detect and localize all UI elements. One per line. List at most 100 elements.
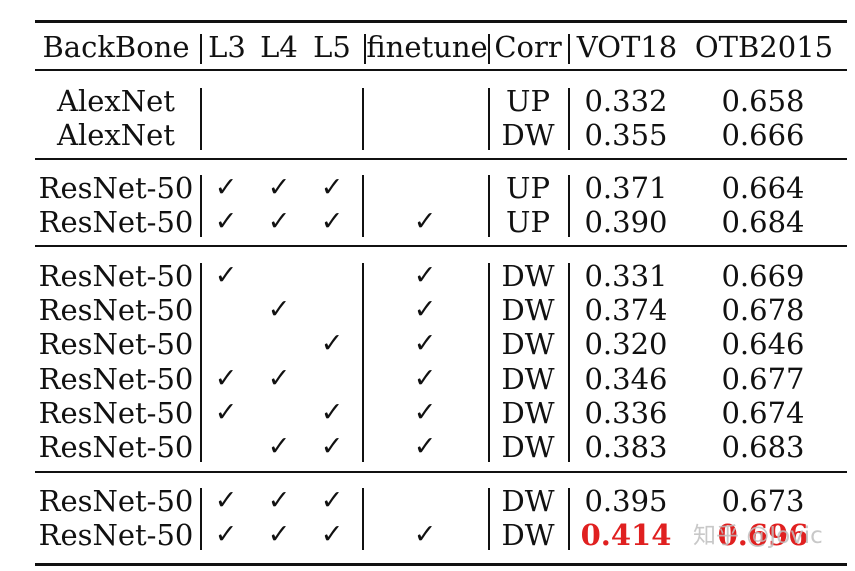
row-6-vot18: 0.320 [584,327,668,361]
row-2-vot18: 0.371 [584,171,668,205]
row-5-vot18: 0.374 [584,293,668,327]
row-4-backbone: ResNet-50 [38,259,194,293]
group-rule-2 [35,245,847,247]
header-l3: L3 [208,30,246,64]
watermark: 知乎 @Jovic [693,523,823,549]
header-separator-0 [200,34,202,64]
header-otb2015: OTB2015 [694,30,834,64]
row-11-l5-check: ✓ [320,519,344,550]
row-1-otb2015: 0.666 [721,118,805,152]
row-6-otb2015: 0.646 [721,327,805,361]
row-11-l3-check: ✓ [214,519,238,550]
row-9-finetune-check: ✓ [413,431,437,462]
header-l5: L5 [313,30,351,64]
row-2-corr: UP [506,171,550,205]
row-11-corr: DW [501,518,555,552]
separator-finetune-g3 [488,488,490,550]
row-3-corr: UP [506,205,550,239]
row-6-l5-check: ✓ [320,328,344,359]
row-3-finetune-check: ✓ [413,206,437,237]
row-5-l4-check: ✓ [267,294,291,325]
row-3-l4-check: ✓ [267,206,291,237]
row-2-l4-check: ✓ [267,172,291,203]
separator-layers-g0 [362,88,364,150]
row-3-backbone: ResNet-50 [38,205,194,239]
separator-backbone-g3 [200,488,202,550]
header-l4: L4 [260,30,298,64]
row-8-corr: DW [501,396,555,430]
row-11-l4-check: ✓ [267,519,291,550]
separator-finetune-g2 [488,263,490,462]
group-rule-1 [35,158,847,160]
row-4-corr: DW [501,259,555,293]
separator-layers-g1 [362,175,364,237]
row-9-corr: DW [501,430,555,464]
row-5-corr: DW [501,293,555,327]
header-backbone: BackBone [42,30,190,64]
row-2-l5-check: ✓ [320,172,344,203]
row-7-backbone: ResNet-50 [38,362,194,396]
row-5-backbone: ResNet-50 [38,293,194,327]
row-9-l4-check: ✓ [267,431,291,462]
row-0-otb2015: 0.658 [721,84,805,118]
row-1-backbone: AlexNet [57,118,175,152]
row-8-l5-check: ✓ [320,397,344,428]
row-0-vot18: 0.332 [584,84,668,118]
row-2-l3-check: ✓ [214,172,238,203]
row-1-vot18: 0.355 [584,118,668,152]
row-6-backbone: ResNet-50 [38,327,194,361]
row-7-otb2015: 0.677 [721,362,805,396]
row-6-finetune-check: ✓ [413,328,437,359]
row-10-backbone: ResNet-50 [38,484,194,518]
row-4-vot18: 0.331 [584,259,668,293]
row-3-vot18: 0.390 [584,205,668,239]
row-11-vot18: 0.414 [580,518,672,552]
header-separator-5 [568,34,570,64]
row-3-l5-check: ✓ [320,206,344,237]
row-9-otb2015: 0.683 [721,430,805,464]
row-3-l3-check: ✓ [214,206,238,237]
separator-corr-g1 [568,175,570,237]
row-8-finetune-check: ✓ [413,397,437,428]
row-10-otb2015: 0.673 [721,484,805,518]
row-7-l4-check: ✓ [267,363,291,394]
separator-corr-g3 [568,488,570,550]
row-9-l5-check: ✓ [320,431,344,462]
row-9-backbone: ResNet-50 [38,430,194,464]
bottom-rule [35,563,847,566]
row-7-corr: DW [501,362,555,396]
separator-finetune-g1 [488,175,490,237]
header-corr: Corr [494,30,562,64]
separator-backbone-g1 [200,175,202,237]
row-10-l3-check: ✓ [214,485,238,516]
row-11-backbone: ResNet-50 [38,518,194,552]
row-5-finetune-check: ✓ [413,294,437,325]
row-8-vot18: 0.336 [584,396,668,430]
row-10-l5-check: ✓ [320,485,344,516]
row-8-otb2015: 0.674 [721,396,805,430]
row-10-corr: DW [501,484,555,518]
row-11-otb2015: 0.696 [717,518,809,552]
separator-backbone-g0 [200,88,202,150]
row-4-otb2015: 0.669 [721,259,805,293]
separator-layers-g2 [362,263,364,462]
separator-backbone-g2 [200,263,202,462]
header-vot18: VOT18 [576,30,678,64]
row-11-finetune-check: ✓ [413,519,437,550]
row-10-vot18: 0.395 [584,484,668,518]
row-9-vot18: 0.383 [584,430,668,464]
separator-layers-g3 [362,488,364,550]
row-5-otb2015: 0.678 [721,293,805,327]
row-7-finetune-check: ✓ [413,363,437,394]
separator-corr-g0 [568,88,570,150]
row-10-l4-check: ✓ [267,485,291,516]
row-7-vot18: 0.346 [584,362,668,396]
row-2-otb2015: 0.664 [721,171,805,205]
row-0-corr: UP [506,84,550,118]
row-7-l3-check: ✓ [214,363,238,394]
row-2-backbone: ResNet-50 [38,171,194,205]
top-rule [35,20,847,23]
row-3-otb2015: 0.684 [721,205,805,239]
header-separator-3 [364,34,366,64]
row-1-corr: DW [501,118,555,152]
